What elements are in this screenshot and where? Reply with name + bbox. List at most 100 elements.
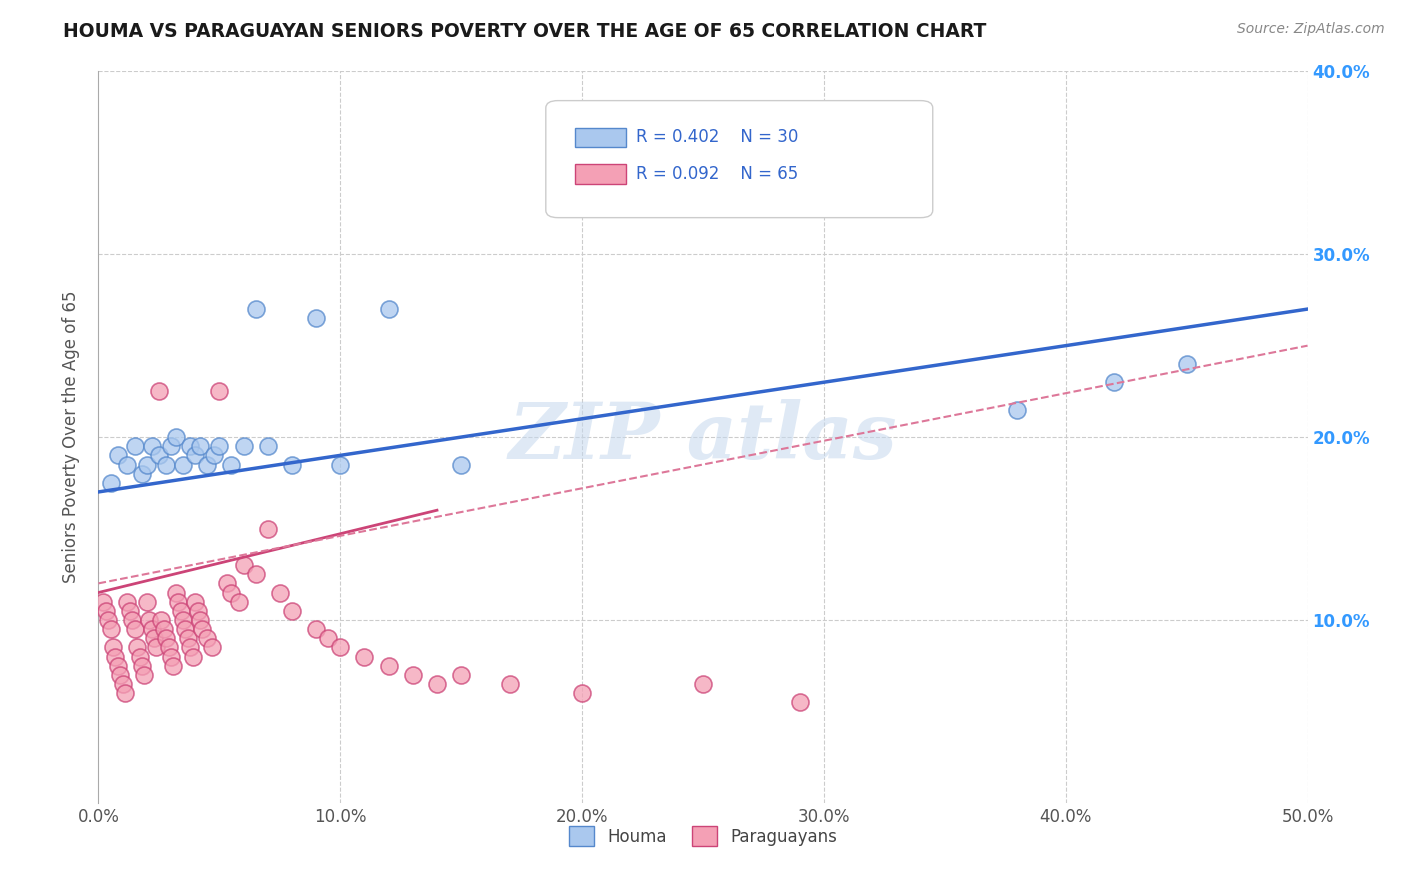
Point (329, 640, 352, 655)
Point (269, 585, 291, 599)
Text: R = 0.402    N = 30: R = 0.402 N = 30 (637, 128, 799, 146)
Point (789, 695, 811, 709)
Point (316, 632, 339, 646)
Point (157, 640, 180, 655)
Y-axis label: Seniors Poverty Over the Age of 65: Seniors Poverty Over the Age of 65 (62, 291, 80, 583)
Point (188, 439, 211, 453)
Point (114, 686, 136, 700)
Point (1102, 375, 1125, 389)
Point (108, 667, 131, 681)
Point (143, 632, 166, 646)
Point (208, 439, 231, 453)
Point (165, 430, 187, 444)
Point (141, 439, 163, 453)
Point (100, 475, 122, 490)
Point (155, 458, 177, 472)
Point (138, 613, 160, 627)
Point (1007, 402, 1029, 417)
Text: R = 0.092    N = 65: R = 0.092 N = 65 (637, 165, 799, 183)
Point (148, 384, 170, 399)
Point (121, 613, 143, 627)
Point (160, 649, 183, 664)
Point (131, 658, 153, 673)
Point (201, 640, 224, 655)
Point (117, 458, 139, 472)
Point (167, 594, 190, 608)
Point (107, 658, 129, 673)
FancyBboxPatch shape (575, 164, 626, 184)
Point (131, 467, 153, 481)
Point (245, 301, 267, 317)
Point (94, 604, 117, 618)
Point (187, 604, 209, 618)
Point (172, 458, 194, 472)
Point (195, 632, 218, 646)
Point (135, 594, 157, 608)
Text: ZIP atlas: ZIP atlas (509, 399, 897, 475)
Point (101, 640, 124, 655)
Text: Source: ZipAtlas.com: Source: ZipAtlas.com (1237, 22, 1385, 37)
Point (450, 458, 472, 472)
Point (208, 384, 231, 399)
Point (281, 604, 304, 618)
Point (353, 649, 375, 664)
Point (191, 622, 214, 636)
Point (377, 658, 399, 673)
Point (426, 677, 449, 691)
Point (1175, 357, 1198, 371)
Point (150, 613, 173, 627)
Point (91, 594, 114, 608)
Point (134, 667, 156, 681)
Point (215, 576, 238, 591)
Legend: Houma, Paraguayans: Houma, Paraguayans (562, 820, 844, 853)
Point (107, 448, 129, 462)
Point (256, 439, 278, 453)
Point (181, 649, 204, 664)
Point (450, 667, 472, 681)
Point (174, 622, 197, 636)
Point (128, 649, 150, 664)
Point (124, 622, 146, 636)
FancyBboxPatch shape (575, 128, 626, 147)
Point (305, 311, 328, 326)
Point (100, 622, 122, 636)
Point (571, 686, 593, 700)
Point (281, 458, 304, 472)
Point (165, 585, 187, 599)
Point (155, 632, 177, 646)
Point (172, 613, 194, 627)
Point (179, 640, 201, 655)
Point (169, 604, 191, 618)
Point (245, 567, 267, 582)
Point (148, 448, 170, 462)
Point (141, 622, 163, 636)
Point (111, 677, 134, 691)
Point (179, 439, 201, 453)
Point (305, 622, 328, 636)
Point (692, 677, 714, 691)
Point (152, 622, 174, 636)
Point (195, 458, 218, 472)
Point (127, 640, 149, 655)
Point (184, 594, 207, 608)
Point (104, 649, 127, 664)
FancyBboxPatch shape (546, 101, 932, 218)
Point (177, 632, 200, 646)
Point (160, 439, 183, 453)
Point (377, 301, 399, 317)
Point (402, 667, 425, 681)
Point (145, 640, 167, 655)
Point (329, 458, 352, 472)
Point (188, 613, 211, 627)
Point (162, 658, 184, 673)
Point (184, 448, 207, 462)
Point (118, 604, 141, 618)
Point (232, 558, 254, 573)
Point (498, 677, 520, 691)
Point (124, 439, 146, 453)
Point (204, 448, 226, 462)
Text: HOUMA VS PARAGUAYAN SENIORS POVERTY OVER THE AGE OF 65 CORRELATION CHART: HOUMA VS PARAGUAYAN SENIORS POVERTY OVER… (63, 22, 987, 41)
Point (232, 439, 254, 453)
Point (117, 594, 139, 608)
Point (228, 594, 250, 608)
